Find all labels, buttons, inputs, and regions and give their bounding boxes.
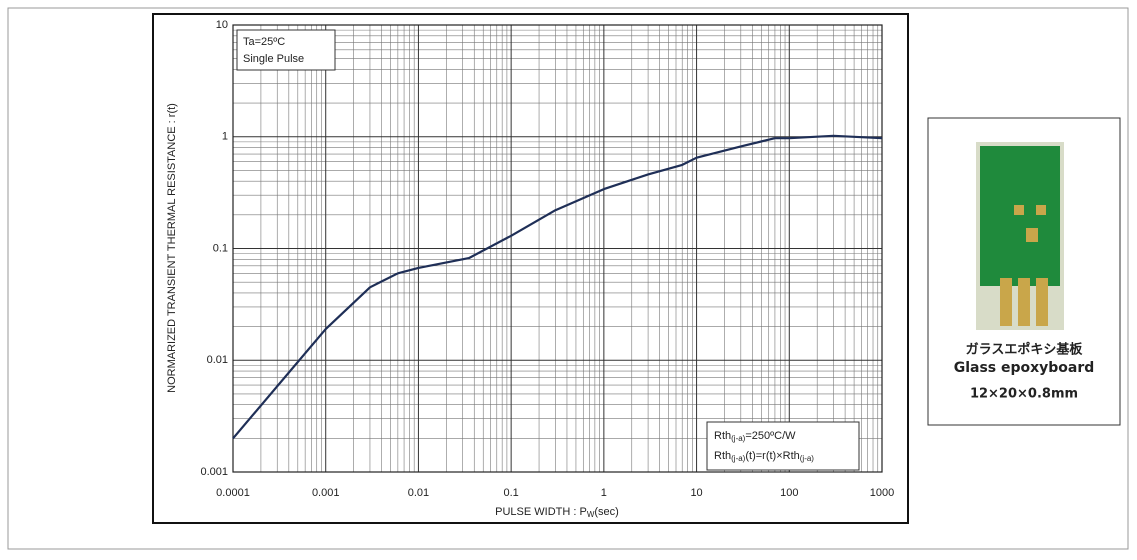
page: 0.0001 0.001 0.01 0.1 1 10 100 1000 0.001 0.01 0.1… xyxy=(0,0,1137,560)
x-tick-label: 10 xyxy=(690,487,702,499)
x-tick-label: 0.0001 xyxy=(216,487,250,499)
condition: Single Pulse xyxy=(243,53,304,65)
pad xyxy=(1026,228,1038,242)
pad xyxy=(1014,205,1024,215)
x-tick-label: 0.001 xyxy=(312,487,340,499)
y-tick-label: 0.01 xyxy=(207,354,228,366)
x-tick-label: 1 xyxy=(601,487,607,499)
x-axis-label: PULSE WIDTH : PW(sec) xyxy=(495,506,619,519)
x-tick-label: 0.1 xyxy=(503,487,518,499)
y-tick-label: 1 xyxy=(222,131,228,143)
y-tick-label: 10 xyxy=(216,19,228,31)
y-tick-label: 0.001 xyxy=(200,466,228,478)
x-tick-label: 0.01 xyxy=(408,487,429,499)
board-name-en: Glass epoxyboard xyxy=(954,360,1095,376)
board-name-jp: ガラスエポキシ基板 xyxy=(966,342,1084,358)
board-pcb xyxy=(980,146,1060,286)
y-tick-label: 0.1 xyxy=(213,242,228,254)
pad xyxy=(1036,205,1046,215)
lead xyxy=(1036,278,1048,326)
condition: Ta=25ºC xyxy=(243,36,285,48)
lead xyxy=(1000,278,1012,326)
y-axis-label: NORMARIZED TRANSIENT THERMAL RESISTANCE … xyxy=(166,103,178,393)
x-tick-label: 1000 xyxy=(870,487,894,499)
rth-note: Rth(j-a)=250ºC/W xyxy=(714,430,796,443)
board-photo xyxy=(976,142,1064,330)
board-size: 12×20×0.8mm xyxy=(970,387,1078,402)
lead xyxy=(1018,278,1030,326)
x-tick-label: 100 xyxy=(780,487,798,499)
rth-note: Rth(j-a)(t)=r(t)×Rth(j-a) xyxy=(714,450,814,463)
